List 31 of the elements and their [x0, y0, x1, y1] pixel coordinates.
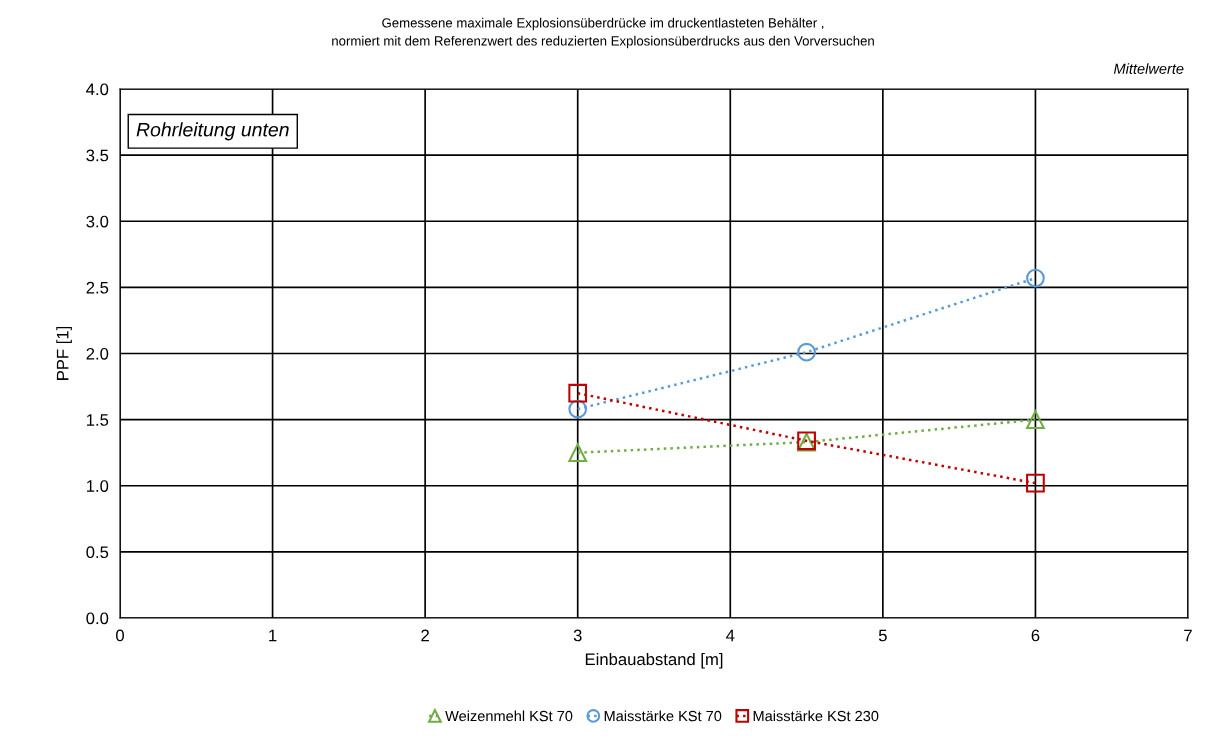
- annotation: Rohrleitung unten: [136, 122, 289, 141]
- x-tick-label: 5: [878, 629, 887, 642]
- text: Mittelwerte: [1113, 63, 1184, 74]
- y-tick-label: 2.0: [86, 347, 109, 360]
- legend-label: Maisstärke KSt 230: [753, 710, 879, 722]
- y-tick-label: 4.0: [86, 83, 109, 96]
- point: [1026, 473, 1045, 493]
- legend-label: Maisstärke KSt 70: [604, 710, 722, 722]
- point: [568, 383, 588, 403]
- point: [1026, 410, 1045, 429]
- legend-label: Weizenmehl KSt 70: [445, 710, 573, 722]
- y-axis-title: PPF [1]: [56, 326, 72, 380]
- x-tick-label: 7: [1184, 629, 1192, 642]
- y-tick-label: 1.0: [86, 480, 109, 492]
- x-tick-label: 6: [1031, 629, 1040, 642]
- y-tick-label: 2.5: [86, 281, 109, 294]
- x-tick-label: 0: [116, 629, 124, 642]
- y-tick-label: 3.5: [86, 149, 109, 162]
- x-axis-title: Einbauabstand [m]: [585, 652, 723, 669]
- x-tick-label: 1: [269, 629, 277, 642]
- x-tick-label: 3: [573, 629, 582, 642]
- y-tick-label: 3.0: [86, 215, 109, 228]
- y-tick-label: 0.5: [86, 546, 109, 559]
- y-tick-label: 0.0: [86, 612, 109, 625]
- chart-title: Gemessene maximale Explosionsüberdrücke im druckentlasteten Behälter , normiert mit dem Referenzwert des reduzierten Explosionsüberdrucks aus den Vorversuchen: [332, 17, 874, 49]
- point: [568, 443, 588, 463]
- x-tick-label: 2: [421, 629, 429, 642]
- x-tick-label: 4: [726, 629, 735, 642]
- y-tick-label: 1.5: [86, 414, 109, 426]
- point: [1026, 268, 1045, 288]
- point: [797, 342, 816, 362]
